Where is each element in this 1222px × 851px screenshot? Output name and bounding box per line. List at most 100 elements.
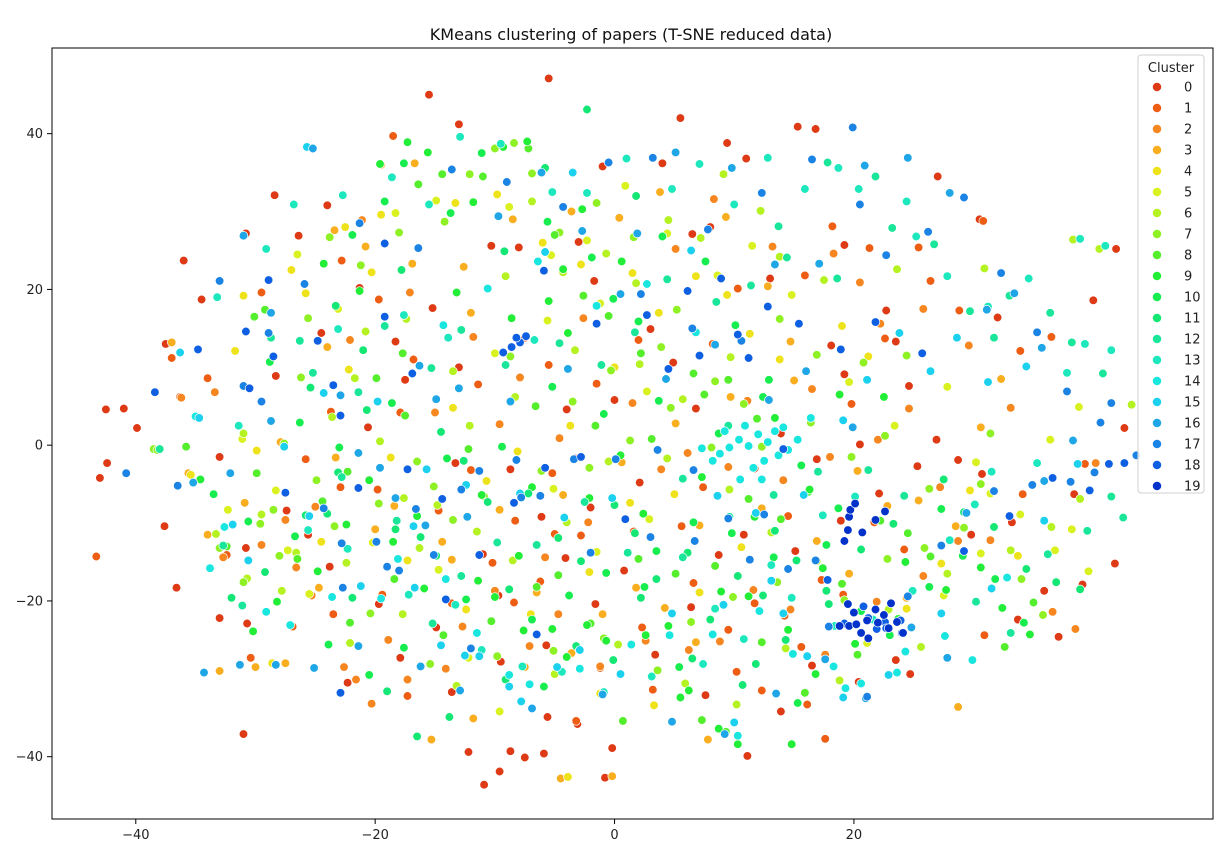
data-point-cluster-6 [448, 366, 458, 376]
data-point-cluster-2 [1006, 403, 1016, 413]
data-point-cluster-13 [986, 467, 997, 477]
data-point-cluster-3 [494, 505, 505, 515]
data-point-cluster-8 [478, 171, 488, 182]
data-point-cluster-2 [953, 536, 963, 546]
data-point-cluster-0 [536, 512, 547, 522]
data-point-cluster-18 [402, 464, 413, 474]
data-point-cluster-2 [985, 535, 996, 545]
y-tick-label: 40 [26, 127, 43, 142]
data-point-cluster-0 [95, 473, 105, 483]
data-point-cluster-18 [437, 494, 447, 504]
data-point-cluster-0 [891, 336, 901, 347]
data-point-cluster-0 [1110, 558, 1120, 569]
data-point-cluster-1 [925, 276, 936, 286]
data-point-cluster-7 [268, 505, 279, 515]
data-point-cluster-11 [444, 712, 455, 722]
data-point-cluster-9 [490, 592, 500, 602]
data-point-cluster-14 [472, 628, 482, 638]
data-point-cluster-15 [667, 608, 677, 619]
data-point-cluster-19 [856, 628, 866, 638]
data-point-cluster-18 [743, 353, 754, 363]
data-point-cluster-11 [459, 456, 469, 466]
data-point-cluster-2 [684, 645, 694, 655]
data-point-cluster-8 [603, 311, 614, 321]
data-point-cluster-7 [412, 456, 422, 467]
data-point-cluster-13 [496, 139, 506, 149]
data-point-cluster-13 [424, 199, 434, 210]
data-point-cluster-3 [852, 466, 863, 476]
data-point-cluster-2 [872, 597, 882, 607]
data-point-cluster-15 [862, 375, 872, 385]
data-point-cluster-16 [720, 729, 730, 739]
data-point-cluster-11 [390, 524, 401, 534]
data-point-cluster-3 [670, 418, 681, 429]
data-point-cluster-13 [800, 184, 810, 194]
data-point-cluster-4 [538, 238, 548, 248]
data-point-cluster-7 [666, 403, 676, 413]
data-point-cluster-11 [382, 686, 392, 696]
data-point-cluster-14 [642, 279, 652, 289]
data-point-cluster-18 [733, 329, 743, 340]
data-point-cluster-0 [119, 403, 129, 414]
data-point-cluster-9 [313, 566, 323, 576]
data-point-cluster-1 [372, 484, 383, 495]
data-point-cluster-2 [383, 635, 393, 645]
data-point-cluster-15 [228, 519, 238, 530]
data-point-cluster-4 [576, 259, 586, 270]
data-point-cluster-2 [964, 340, 974, 351]
data-point-cluster-14 [735, 474, 745, 485]
data-point-cluster-12 [782, 252, 792, 263]
data-point-cluster-17 [1032, 327, 1042, 337]
legend-marker-17 [1152, 439, 1162, 449]
data-point-cluster-10 [651, 546, 662, 556]
data-point-cluster-16 [801, 366, 811, 376]
data-point-cluster-18 [268, 351, 279, 362]
data-point-cluster-13 [647, 671, 657, 682]
legend-label-9: 9 [1184, 270, 1192, 285]
data-point-cluster-7 [584, 463, 595, 473]
data-point-cluster-16 [945, 188, 955, 198]
data-point-cluster-7 [568, 396, 578, 407]
data-point-cluster-4 [745, 329, 755, 339]
data-point-cluster-4 [340, 222, 350, 232]
data-point-cluster-14 [740, 421, 750, 431]
data-point-cluster-0 [463, 747, 474, 757]
data-point-cluster-14 [773, 450, 784, 460]
data-point-cluster-13 [710, 604, 720, 614]
data-point-cluster-7 [959, 523, 969, 533]
data-point-cluster-13 [621, 153, 632, 164]
data-point-cluster-2 [351, 674, 361, 685]
data-point-cluster-0 [505, 464, 516, 474]
data-point-cluster-5 [787, 290, 797, 300]
data-point-cluster-18 [380, 238, 390, 249]
legend-label-14: 14 [1184, 375, 1201, 390]
data-point-cluster-12 [832, 273, 842, 284]
data-point-cluster-15 [712, 491, 723, 501]
data-point-cluster-6 [718, 169, 729, 179]
data-point-cluster-4 [736, 542, 747, 552]
data-point-cluster-15 [986, 583, 997, 594]
data-point-cluster-14 [205, 563, 215, 573]
data-point-cluster-13 [443, 333, 453, 343]
data-point-cluster-13 [455, 132, 465, 142]
data-point-cluster-6 [399, 493, 409, 503]
data-point-cluster-2 [873, 435, 883, 445]
data-point-cluster-3 [322, 342, 332, 352]
data-point-cluster-9 [473, 576, 483, 586]
data-point-cluster-13 [833, 163, 844, 173]
data-point-cluster-4 [512, 446, 523, 457]
data-point-cluster-6 [601, 248, 611, 259]
data-point-cluster-9 [638, 509, 648, 519]
data-point-cluster-10 [442, 453, 452, 464]
y-tick-label: −40 [16, 750, 43, 765]
data-point-cluster-4 [450, 198, 461, 208]
data-point-cluster-14 [393, 554, 403, 564]
data-point-cluster-18 [474, 550, 484, 560]
data-point-cluster-14 [753, 429, 763, 439]
data-point-cluster-0 [325, 562, 335, 572]
legend-label-15: 15 [1184, 396, 1201, 411]
data-point-cluster-6 [631, 278, 641, 288]
data-point-cluster-0 [281, 505, 292, 516]
data-point-cluster-16 [353, 641, 364, 651]
data-point-cluster-9 [617, 256, 627, 267]
